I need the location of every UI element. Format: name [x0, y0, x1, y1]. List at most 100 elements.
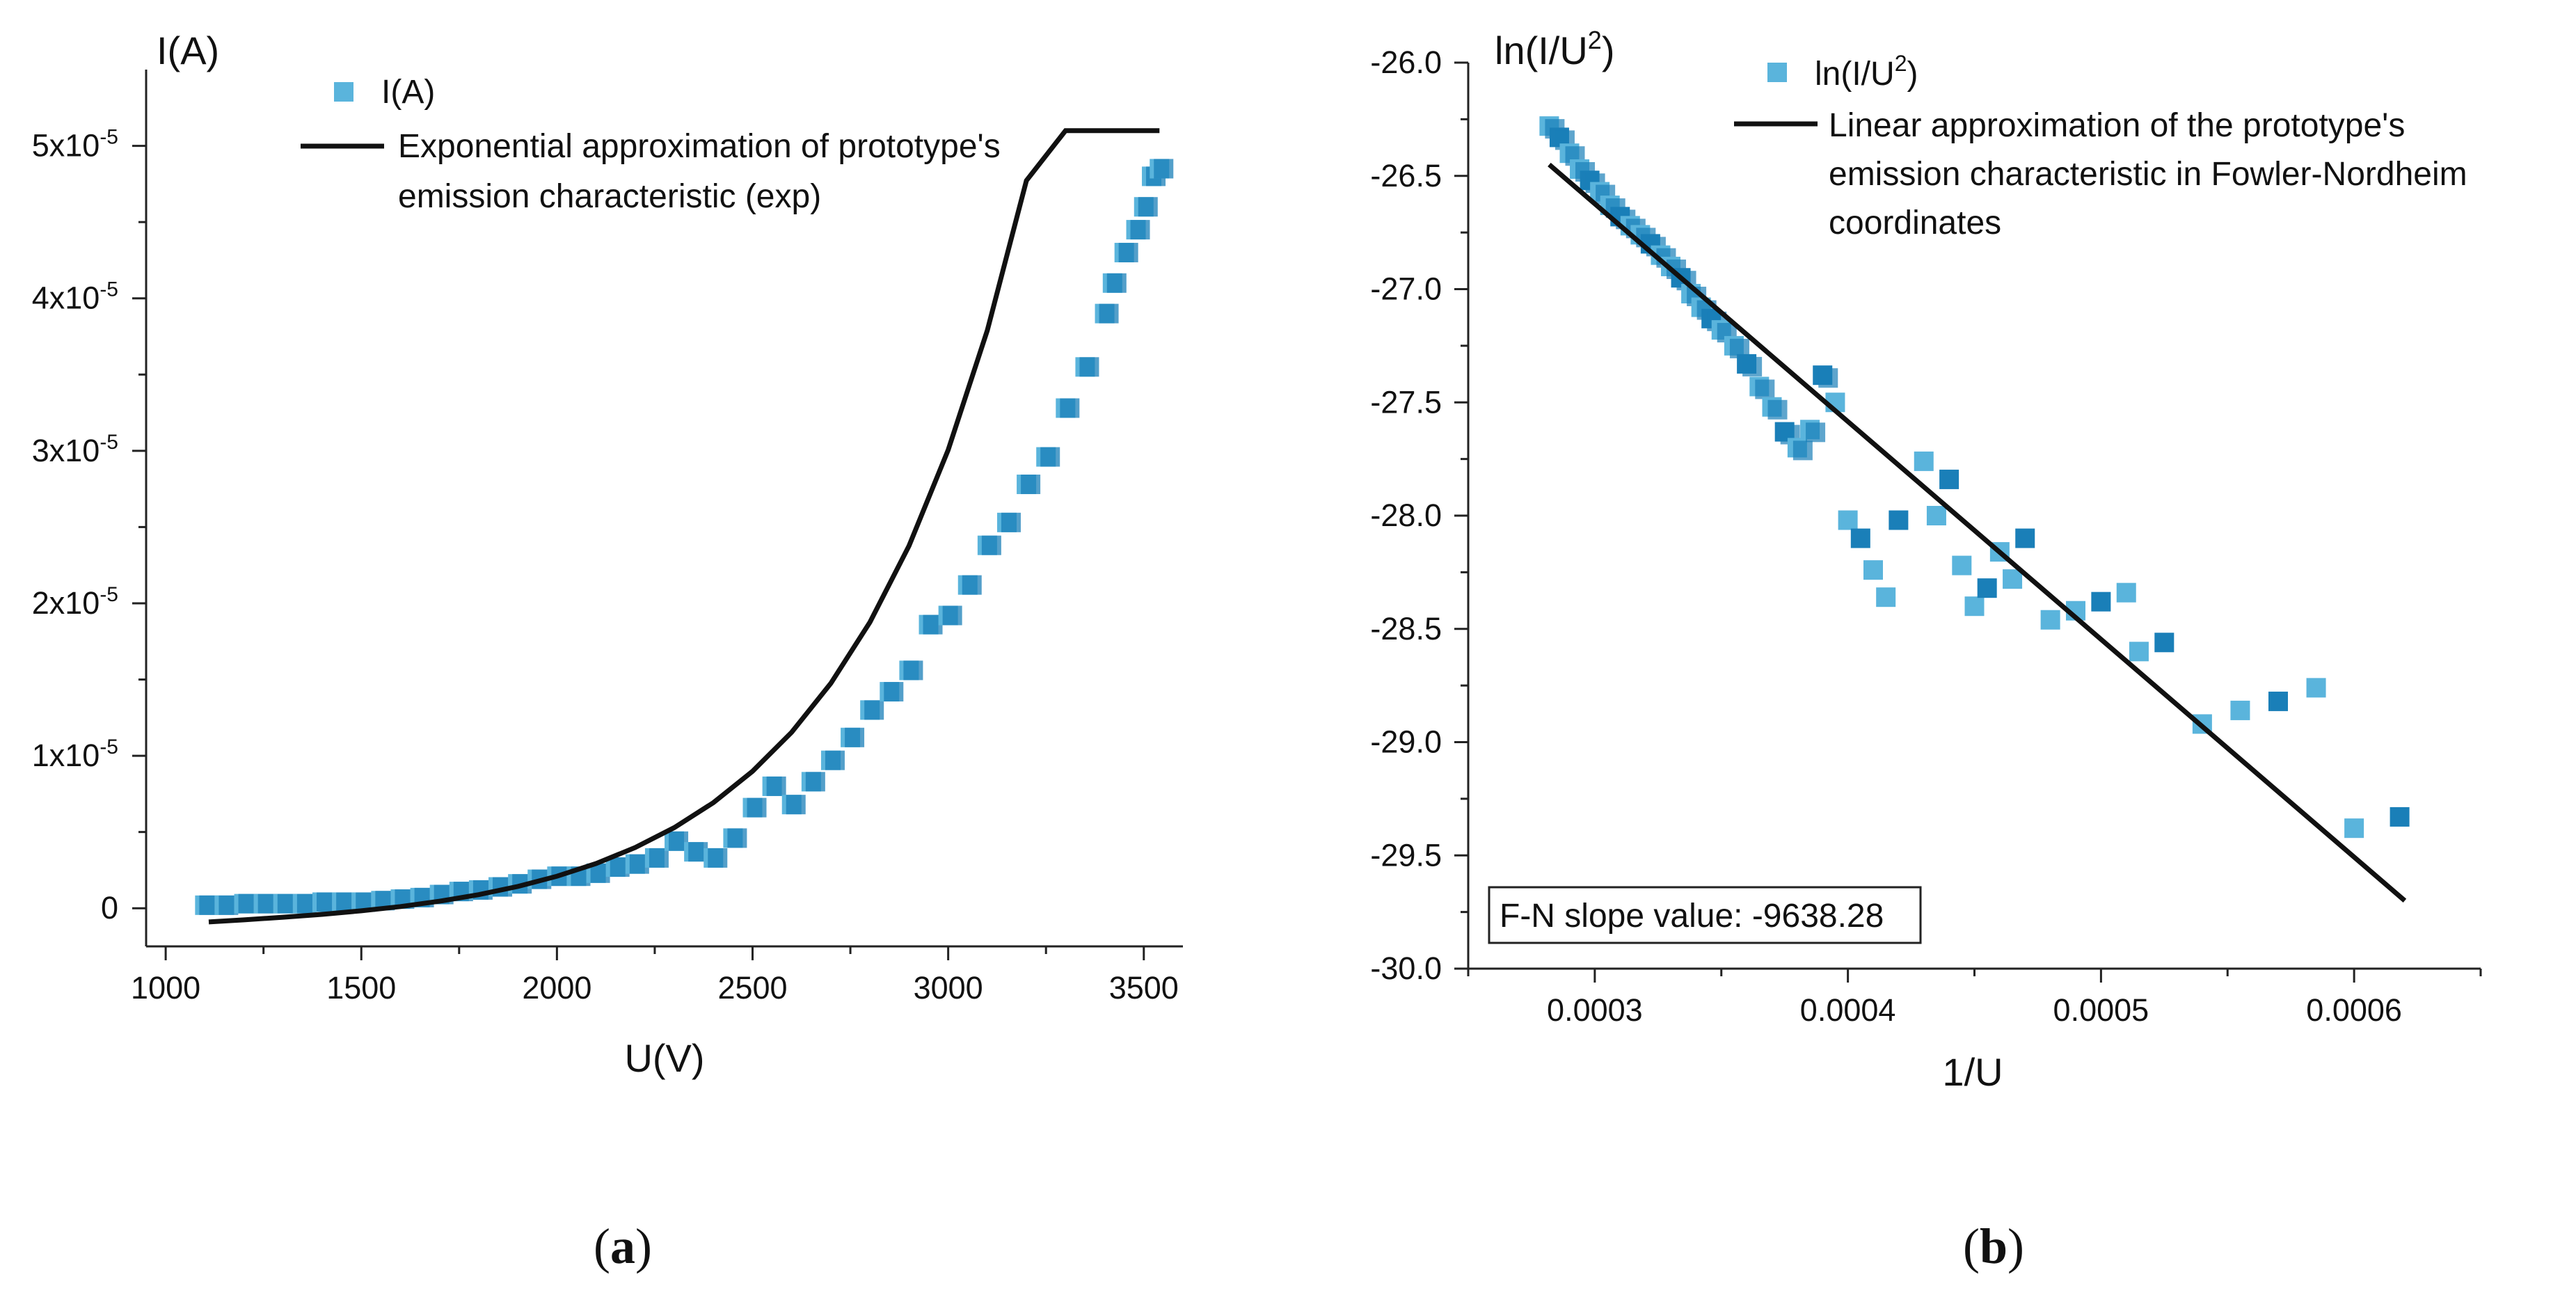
panel-b-data-point: [2116, 582, 2136, 603]
panel-a-data-point-overlap: [1021, 475, 1041, 495]
panel-b-x-axis-label: 1/U: [1942, 1050, 2003, 1094]
panel-b-data-point-overlap: [1742, 356, 1763, 376]
panel-a-data-point-overlap: [786, 795, 806, 815]
panel-a-data-point-overlap: [1130, 220, 1150, 240]
panel-b-data-point: [2040, 610, 2060, 630]
panel-b-data-point: [2306, 678, 2326, 698]
panel-b-data-point: [1850, 528, 1870, 548]
panel-b-data-point: [1926, 506, 1946, 525]
panel-b-slope-annotation: F-N slope value: -9638.28: [1488, 886, 1922, 944]
panel-b-data-point: [2268, 691, 2288, 711]
panel-b-data-point-overlap: [1755, 379, 1775, 399]
panel-b-y-tick-label: -26.0: [1370, 45, 1442, 80]
panel-b-linear-fit-line: [1548, 162, 2407, 903]
panel-b-data-point: [2390, 807, 2410, 827]
panel-b-data-point: [2230, 700, 2250, 720]
panel-a-data-point-overlap: [845, 727, 865, 747]
panel-a-data-point-overlap: [1099, 303, 1119, 324]
panel-b-data-point: [1889, 510, 1909, 530]
panel-b-data-point: [1876, 587, 1896, 607]
panel-a-data-point-overlap: [649, 848, 669, 868]
panel-b-data-point: [1952, 555, 1972, 575]
panel-a-ticks: 1000 1500 2000 2500 3000 3500 0 1x10-5 2x10-5 3x1…: [32, 126, 1179, 1006]
panel-a-y-tick-label: 0: [101, 890, 118, 925]
panel-a-data-point-overlap: [727, 828, 747, 848]
panel-a-x-tick-label: 1500: [326, 970, 396, 1006]
panel-a-caption: (a): [594, 1218, 652, 1274]
panel-b-x-tick-label: 0.0006: [2306, 992, 2402, 1028]
panel-a-x-tick-label: 2500: [717, 970, 787, 1006]
panel-b-y-axis-label-close: ): [1602, 29, 1615, 72]
panel-a-data-point-overlap: [766, 776, 786, 796]
panel-b-data-point: [1964, 596, 1985, 617]
panel-a-caption-letter: a: [610, 1218, 635, 1274]
panel-a-x-tick-label: 3500: [1109, 970, 1179, 1006]
panel-a-data-point-overlap: [903, 660, 923, 681]
panel-b-y-tick-label: -29.0: [1370, 724, 1442, 760]
panel-a-data-point-overlap: [962, 575, 982, 595]
panel-a-y-tick-label: 3x10-5: [32, 431, 118, 468]
chart-panel-b: 0.0003 0.0004 0.0005 0.0006 -26.0 -26.5 -27.0 -…: [1370, 26, 2482, 1274]
panel-a-data-point-overlap: [884, 682, 904, 702]
panel-b-y-tick-label: -29.5: [1370, 837, 1442, 873]
panel-b-data-point-overlap: [1792, 440, 1813, 461]
panel-b-data-point: [1939, 469, 1959, 489]
panel-b-y-tick-label: -27.5: [1370, 384, 1442, 420]
panel-a-y-tick-label: 2x10-5: [32, 583, 118, 621]
panel-a-legend-scatter-marker: [334, 82, 353, 102]
panel-b-legend: ln(I/U2) Linear approximation of the pro…: [1734, 51, 2467, 241]
panel-a-data-point-overlap: [1154, 159, 1174, 179]
panel-b-x-tick-label: 0.0003: [1547, 992, 1643, 1028]
panel-b-data-point: [2344, 818, 2364, 839]
panel-a-x-tick-label: 2000: [522, 970, 591, 1006]
panel-b-y-axis-label-base: ln(I/U: [1495, 29, 1588, 72]
panel-b-data-point: [2015, 528, 2035, 548]
panel-b-caption-letter: b: [1980, 1218, 2007, 1274]
panel-b-legend-scatter-label: ln(I/U2): [1815, 51, 1918, 93]
panel-b-y-tick-label: -26.5: [1370, 158, 1442, 193]
panel-a-x-tick-label: 3000: [914, 970, 983, 1006]
panel-a-legend-scatter-label: I(A): [381, 74, 435, 111]
panel-a-y-tick-label: 5x10-5: [32, 126, 118, 164]
panel-a-data-point-overlap: [1079, 357, 1099, 377]
chart-panel-a: 1000 1500 2000 2500 3000 3500 0 1x10-5 2x10-5 3x1…: [32, 29, 1183, 1274]
panel-a-data-point-overlap: [864, 700, 884, 720]
panel-a-y-tick-label: 1x10-5: [32, 736, 118, 773]
panel-b-data-point: [2154, 633, 2175, 653]
panel-b-data-point-overlap: [1818, 368, 1838, 388]
panel-b-data-point: [2129, 642, 2149, 662]
panel-b-legend-line-label-1: Linear approximation of the prototype's: [1829, 107, 2405, 144]
panel-a-legend: I(A) Exponential approximation of protot…: [301, 74, 1001, 215]
panel-b-legend-scatter-base: ln(I/U: [1815, 56, 1895, 93]
panel-a-data-point-overlap: [825, 750, 845, 770]
panel-a-legend-line-label-1: Exponential approximation of prototype's: [398, 128, 1001, 165]
panel-b-caption: (b): [1963, 1218, 2024, 1274]
panel-a-x-tick-label: 1000: [131, 970, 200, 1006]
panel-b-y-axis-label-exp: 2: [1588, 26, 1602, 54]
panel-b-legend-line-label-2: emission characteristic in Fowler-Nordhe…: [1829, 156, 2467, 193]
panel-b-data-point: [1977, 578, 1997, 598]
panel-a-data-point-overlap: [1001, 512, 1021, 532]
panel-a-data-point-overlap: [805, 772, 825, 792]
panel-a-y-tick-label: 4x10-5: [32, 278, 118, 316]
panel-b-data-point: [1863, 560, 1883, 580]
panel-b-y-tick-label: -27.0: [1370, 271, 1442, 307]
panel-a-exponential-fit-line: [208, 128, 1160, 925]
panel-b-scatter-points: [1539, 116, 2410, 839]
panel-b-x-tick-label: 0.0005: [2053, 992, 2149, 1028]
panel-b-data-point: [1838, 510, 1858, 530]
panel-b-data-point: [1914, 451, 1934, 471]
panel-b-data-point-overlap: [1767, 399, 1788, 420]
panel-b-annotation-text: F-N slope value: -9638.28: [1500, 898, 1884, 935]
panel-b-ticks: 0.0003 0.0004 0.0005 0.0006 -26.0 -26.5 -27.0 -…: [1370, 45, 2482, 1028]
panel-a-y-axis-label: I(A): [157, 29, 219, 72]
panel-b-data-point-overlap: [1806, 422, 1826, 443]
panel-a-data-point-overlap: [981, 535, 1001, 555]
panel-a-data-point-overlap: [942, 605, 962, 626]
panel-b-annotation-box: [1488, 886, 1922, 944]
panel-b-legend-line-label-3: coordinates: [1829, 205, 2001, 241]
panel-b-y-tick-label: -28.5: [1370, 611, 1442, 646]
panel-a-data-point-overlap: [1118, 242, 1138, 262]
